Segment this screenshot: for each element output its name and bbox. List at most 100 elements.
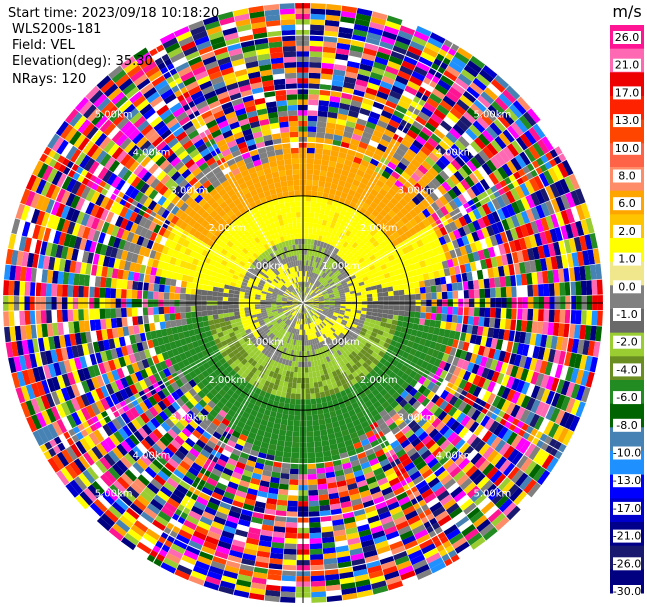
radar-cell [456, 99, 470, 112]
radar-cell [315, 332, 320, 338]
radar-cell [410, 269, 418, 277]
radar-cell [289, 403, 295, 410]
radar-cell [425, 234, 434, 243]
radar-cell [361, 294, 368, 299]
radar-cell [364, 283, 371, 288]
radar-cell [404, 539, 419, 551]
radar-cell [518, 355, 527, 368]
radar-cell [373, 373, 381, 381]
radar-cell [446, 338, 455, 347]
radar-cell [185, 471, 197, 482]
radar-cell [295, 329, 299, 335]
radar-cell [417, 111, 431, 122]
radar-cell [298, 351, 302, 357]
radar-cell [338, 313, 345, 318]
radar-cell [317, 186, 325, 193]
radar-cell [538, 309, 544, 322]
radar-cell [230, 544, 245, 553]
radar-cell [493, 423, 504, 437]
radar-cell [341, 5, 358, 14]
radar-cell [321, 328, 326, 334]
radar-cell [332, 313, 339, 318]
radar-cell [334, 534, 347, 542]
radar-cell [331, 275, 337, 281]
radar-cell [374, 205, 383, 214]
radar-cell [338, 490, 350, 498]
radar-cell [351, 257, 359, 264]
radar-cell [321, 312, 328, 316]
radar-cell [338, 419, 346, 427]
radar-cell [305, 206, 311, 213]
radar-cell [485, 159, 497, 173]
radar-cell [248, 527, 261, 535]
radar-cell [354, 151, 365, 160]
radar-cell [296, 383, 301, 389]
radar-cell [493, 349, 501, 361]
radar-cell [555, 255, 564, 269]
radar-cell [373, 365, 381, 373]
radar-cell [385, 417, 395, 427]
radar-cell [434, 228, 444, 239]
radar-cell [350, 99, 362, 108]
radar-cell [516, 308, 523, 320]
radar-cell [254, 356, 261, 363]
radar-cell [354, 315, 361, 320]
radar-cell [364, 318, 371, 323]
radar-cell [325, 584, 341, 592]
radar-cell [308, 233, 312, 240]
radar-cell [317, 317, 323, 323]
radar-cell [328, 210, 335, 218]
radar-cell [276, 445, 285, 452]
radar-cell [323, 41, 337, 48]
radar-cell [468, 172, 480, 185]
radar-cell [283, 446, 292, 453]
radar-cell [460, 415, 471, 427]
radar-cell [342, 592, 358, 601]
radar-cell [388, 408, 397, 418]
radar-cell [313, 306, 319, 309]
radar-cell [383, 105, 395, 115]
radar-cell [315, 370, 321, 377]
radar-cell [424, 170, 435, 181]
radar-cell [419, 245, 427, 254]
radar-cell [313, 298, 319, 301]
radar-cell [333, 254, 339, 261]
radar-cell [274, 395, 281, 402]
radar-cell [251, 472, 262, 481]
radar-cell [325, 261, 331, 268]
radar-cell [471, 325, 479, 335]
radar-cell [367, 297, 373, 302]
radar-cell [459, 332, 467, 342]
radar-cell [428, 240, 437, 250]
radar-cell [399, 398, 408, 408]
radar-cell [466, 86, 480, 99]
radar-cell [390, 339, 397, 347]
radar-cell [327, 383, 334, 391]
radar-cell [336, 380, 343, 388]
radar-cell [309, 51, 323, 58]
radar-cell [236, 524, 250, 533]
radar-cell [287, 343, 291, 350]
radar-cell [391, 85, 404, 95]
radar-cell [501, 218, 510, 231]
radar-cell [357, 351, 365, 359]
radar-cell [387, 286, 394, 292]
radar-cell [345, 333, 352, 339]
radar-cell [569, 415, 581, 432]
radar-cell [346, 321, 353, 326]
radar-cell [380, 35, 396, 46]
radar-cell [439, 252, 447, 262]
radar-cell [433, 358, 442, 368]
radar-cell [369, 229, 377, 237]
radar-cell [382, 245, 390, 253]
radar-cell [429, 191, 439, 202]
radar-cell [342, 234, 349, 242]
radar-cell [548, 283, 555, 296]
radar-cell [435, 421, 446, 432]
radar-cell [370, 16, 387, 26]
radar-cell [459, 477, 473, 491]
radar-cell [218, 313, 224, 319]
radar-cell [320, 520, 333, 528]
radar-cell [257, 352, 264, 359]
radar-cell [376, 405, 385, 414]
